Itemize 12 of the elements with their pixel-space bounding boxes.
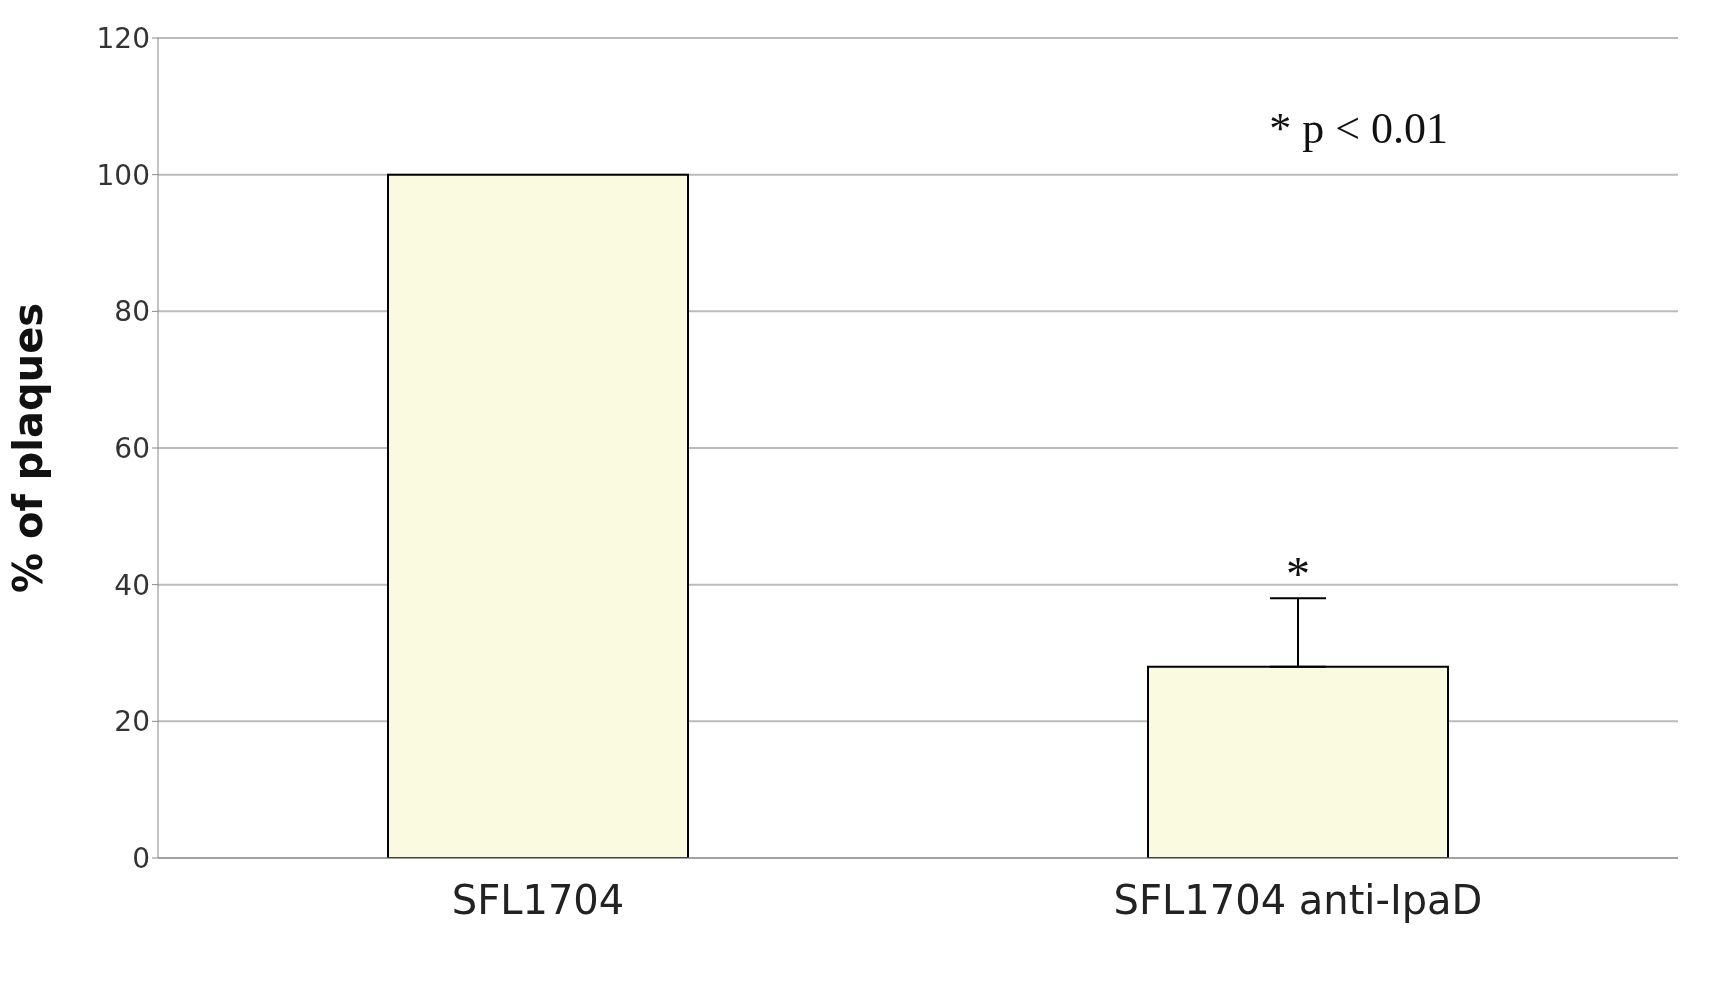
y-axis-title: % of plaques: [5, 302, 52, 594]
annotation: * p < 0.01: [1269, 103, 1448, 154]
x-tick-label: SFL1704: [451, 877, 625, 924]
y-tick-label: 120: [96, 21, 150, 55]
x-tick-label: SFL1704 anti-IpaD: [1113, 877, 1483, 924]
y-tick-label: 100: [96, 158, 150, 192]
y-tick-label: 0: [132, 841, 150, 875]
y-tick-label: 80: [114, 295, 150, 329]
y-tick-label: 60: [114, 431, 150, 465]
annotation: *: [1286, 547, 1310, 601]
y-tick-label: 20: [114, 705, 150, 739]
y-tick-label: 40: [114, 568, 150, 602]
